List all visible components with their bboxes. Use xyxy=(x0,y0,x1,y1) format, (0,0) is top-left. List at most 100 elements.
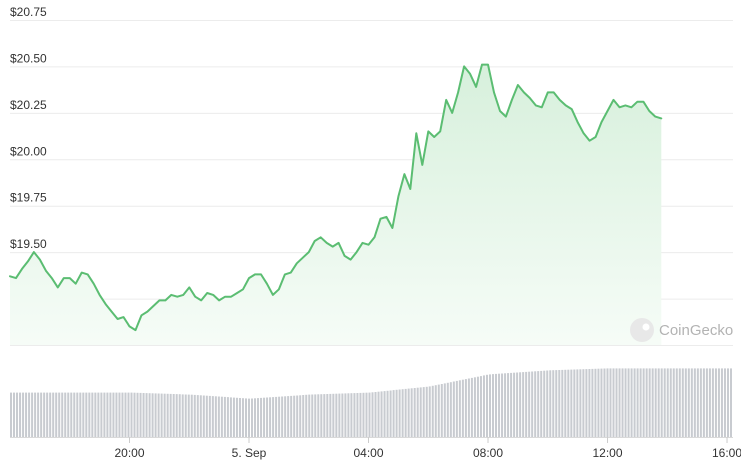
volume-bar xyxy=(473,377,476,437)
volume-bar xyxy=(458,380,461,437)
volume-bar xyxy=(52,392,55,437)
price-line xyxy=(9,63,663,332)
volume-bar xyxy=(34,392,37,437)
volume-bar xyxy=(612,368,615,437)
volume-bar xyxy=(606,368,609,437)
volume-bar xyxy=(464,379,467,437)
volume-bar xyxy=(49,392,52,437)
volume-bar xyxy=(64,392,67,437)
volume-bar xyxy=(690,368,693,437)
volume-bar xyxy=(28,392,31,437)
volume-bar xyxy=(479,376,482,437)
volume-bar xyxy=(311,394,314,437)
volume-bar xyxy=(404,388,407,437)
volume-bar xyxy=(226,397,229,437)
volume-bar xyxy=(528,371,531,437)
volume-bar xyxy=(341,393,344,437)
volume-bar xyxy=(97,392,100,437)
volume-bar xyxy=(717,368,720,437)
volume-bar xyxy=(118,392,121,437)
volume-bar xyxy=(597,368,600,437)
volume-bar xyxy=(395,389,398,437)
volume-bar xyxy=(648,368,651,437)
volume-bar xyxy=(37,392,40,437)
volume-bar xyxy=(172,394,175,437)
x-tick-label: 5. Sep xyxy=(232,446,267,460)
volume-bar xyxy=(416,387,419,437)
volume-bar xyxy=(570,369,573,437)
volume-bar xyxy=(82,392,85,437)
volume-bar xyxy=(498,373,501,437)
volume-bar xyxy=(455,380,458,437)
volume-bar xyxy=(244,398,247,437)
volume-bar xyxy=(482,375,485,437)
volume-bar xyxy=(437,384,440,437)
volume-bar xyxy=(609,368,612,437)
volume-bar xyxy=(522,372,525,437)
volume-bar xyxy=(398,389,401,437)
volume-bar xyxy=(332,393,335,437)
volume-bar xyxy=(633,368,636,437)
volume-bar xyxy=(308,394,311,437)
volume-bar xyxy=(425,386,428,437)
volume-bar xyxy=(440,384,443,437)
x-tick-label: 08:00 xyxy=(473,446,503,460)
volume-bar xyxy=(729,368,732,437)
coingecko-logo-icon xyxy=(630,318,654,342)
volume-bar xyxy=(642,368,645,437)
volume-bar xyxy=(687,368,690,437)
volume-bar xyxy=(302,395,305,437)
volume-bar xyxy=(567,369,570,437)
volume-bar xyxy=(290,395,293,437)
x-axis-ticks: 20:00 5. Sep 04:00 08:00 12:00 16:00 xyxy=(10,437,741,460)
volume-bar xyxy=(287,396,290,437)
volume-bar xyxy=(540,370,543,437)
volume-bar xyxy=(407,388,410,437)
volume-bar xyxy=(636,368,639,437)
volume-bar xyxy=(317,394,320,437)
volume-bar xyxy=(130,392,133,437)
volume-bar xyxy=(558,370,561,437)
volume-bar xyxy=(347,393,350,437)
volume-bar xyxy=(58,392,61,437)
volume-bar xyxy=(67,392,70,437)
volume-bar xyxy=(263,397,266,437)
volume-bar xyxy=(10,392,13,437)
volume-bar xyxy=(275,396,278,437)
price-area-fill xyxy=(10,64,662,345)
volume-bar xyxy=(76,392,79,437)
volume-bar xyxy=(365,392,368,437)
volume-bar xyxy=(410,388,413,437)
volume-bar xyxy=(591,368,594,437)
volume-bar xyxy=(573,369,576,437)
volume-bar xyxy=(594,368,597,437)
volume-bar xyxy=(434,385,437,437)
volume-bar xyxy=(618,368,621,437)
y-tick-label: $19.50 xyxy=(10,237,47,251)
coingecko-logo-eye xyxy=(642,323,650,331)
volume-bar xyxy=(202,395,205,437)
volume-bar xyxy=(115,392,118,437)
volume-bar xyxy=(531,371,534,437)
volume-bar xyxy=(124,392,127,437)
volume-bar xyxy=(187,394,190,437)
volume-bar xyxy=(663,368,666,437)
volume-bar xyxy=(359,392,362,437)
volume-bar xyxy=(657,368,660,437)
watermark-label: CoinGecko xyxy=(659,322,733,339)
volume-bar xyxy=(314,394,317,437)
volume-bar xyxy=(142,393,145,437)
volume-bar xyxy=(281,396,284,437)
volume-bar xyxy=(726,368,729,437)
y-tick-label: $20.50 xyxy=(10,51,47,65)
volume-bar xyxy=(79,392,82,437)
volume-bar xyxy=(260,397,263,437)
volume-bar xyxy=(446,382,449,437)
volume-bar xyxy=(25,392,28,437)
volume-bar xyxy=(492,374,495,437)
volume-bar xyxy=(495,373,498,437)
volume-bar xyxy=(299,395,302,437)
volume-bar xyxy=(353,393,356,437)
volume-bar xyxy=(555,370,558,437)
